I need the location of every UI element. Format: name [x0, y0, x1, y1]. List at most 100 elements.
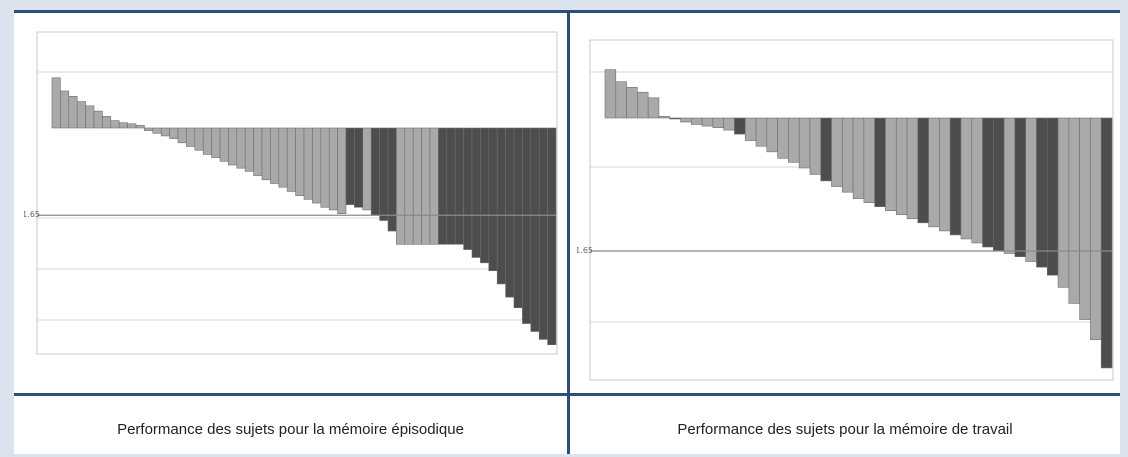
bar-5	[658, 116, 671, 119]
bar-5	[93, 110, 103, 129]
figure: -1.65 -1.65 Performance des sujets pour …	[14, 10, 1120, 454]
bar-35	[982, 117, 994, 248]
bar-55	[513, 127, 523, 309]
bar-54	[505, 127, 515, 298]
bar-45	[429, 127, 439, 245]
bar-31	[939, 117, 951, 232]
bar-33	[960, 117, 973, 240]
bar-21	[831, 117, 843, 187]
bar-9	[701, 117, 714, 127]
bar-7	[680, 117, 692, 123]
bar-23	[244, 127, 254, 172]
bar-57	[530, 127, 540, 332]
bar-33	[328, 127, 338, 211]
bar-42	[1057, 117, 1070, 288]
bar-44	[1079, 117, 1091, 320]
bar-18	[202, 127, 212, 155]
bar-34	[337, 127, 347, 214]
bar-3	[76, 101, 86, 129]
bar-24	[863, 117, 875, 203]
bar-8	[691, 117, 703, 125]
bar-22	[842, 117, 854, 193]
bar-47	[446, 127, 456, 245]
bar-30	[928, 117, 940, 228]
bar-26	[270, 127, 280, 184]
bar-15	[177, 127, 187, 144]
bar-43	[412, 127, 422, 245]
bar-37	[1003, 117, 1016, 254]
bar-15	[766, 117, 778, 153]
bar-19	[211, 127, 221, 158]
bar-17	[194, 127, 204, 151]
bar-0	[51, 77, 61, 129]
bar-28	[906, 117, 919, 220]
bar-50	[471, 127, 481, 258]
bar-41	[396, 127, 406, 245]
bar-36	[354, 127, 364, 208]
bar-0	[604, 69, 617, 119]
bar-38	[1014, 117, 1027, 257]
bar-12	[734, 117, 746, 135]
bar-27	[278, 127, 288, 188]
bar-31	[312, 127, 322, 204]
bar-39	[379, 127, 389, 221]
bar-19	[809, 117, 822, 175]
threshold-label: -1.65	[24, 210, 40, 219]
bar-2	[68, 95, 78, 129]
bar-9	[127, 123, 137, 129]
bar-39	[1025, 117, 1037, 262]
panel-divider	[567, 10, 570, 454]
bar-26	[885, 117, 897, 212]
bar-4	[85, 105, 95, 129]
bar-56	[522, 127, 532, 324]
bar-44	[421, 127, 431, 245]
bar-32	[320, 127, 330, 208]
bar-12	[152, 127, 162, 134]
bar-49	[463, 127, 473, 250]
bar-14	[755, 117, 768, 147]
caption-episodic: Performance des sujets pour la mémoire é…	[117, 420, 464, 438]
bar-51	[480, 127, 490, 264]
bar-37	[362, 127, 372, 211]
bar-58	[538, 127, 548, 340]
bar-10	[712, 117, 724, 128]
working-memory-chart: -1.65	[577, 39, 1114, 381]
bar-28	[286, 127, 296, 192]
bar-45	[1090, 117, 1102, 341]
bar-21	[228, 127, 238, 166]
bar-16	[186, 127, 196, 147]
bar-52	[488, 127, 498, 272]
bar-42	[404, 127, 414, 245]
bar-11	[144, 127, 154, 131]
bar-36	[993, 117, 1005, 252]
bar-3	[637, 91, 649, 119]
bar-8	[118, 122, 128, 129]
bar-16	[777, 117, 789, 159]
bar-27	[895, 117, 908, 216]
bar-48	[454, 127, 464, 245]
bar-22	[236, 127, 246, 169]
bar-23	[852, 117, 865, 199]
bar-13	[160, 127, 170, 137]
bar-1	[615, 81, 627, 119]
bar-34	[971, 117, 983, 244]
bar-29	[295, 127, 305, 196]
bar-30	[303, 127, 313, 200]
bar-29	[917, 117, 929, 224]
bar-53	[496, 127, 506, 285]
bar-25	[874, 117, 886, 207]
bar-59	[547, 127, 557, 346]
bar-2	[626, 87, 638, 119]
bar-7	[110, 120, 120, 129]
bar-46	[438, 127, 448, 245]
bar-13	[744, 117, 757, 141]
bar-10	[135, 125, 145, 129]
bar-20	[219, 127, 229, 162]
threshold-label: -1.65	[577, 246, 593, 255]
bar-1	[60, 90, 70, 129]
bar-35	[345, 127, 355, 205]
bar-25	[261, 127, 271, 181]
bar-24	[253, 127, 263, 176]
bar-11	[723, 117, 735, 131]
bar-38	[370, 127, 380, 216]
